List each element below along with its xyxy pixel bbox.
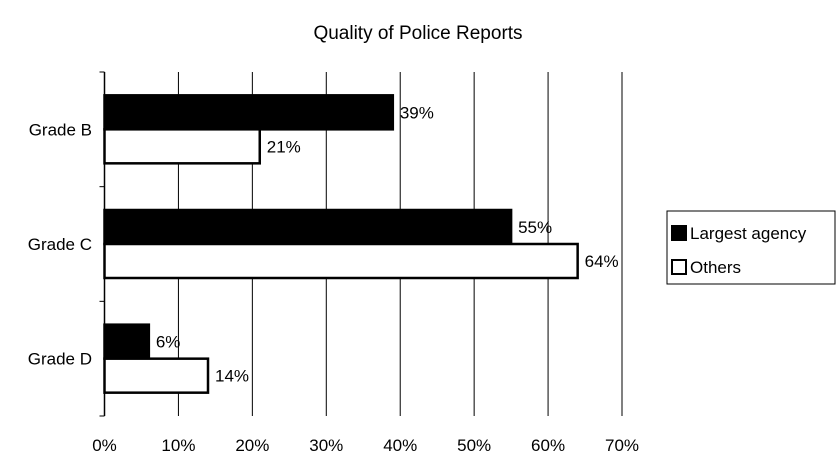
data-labels: 39% 21% 55% 64% 6% 14%	[156, 103, 619, 385]
x-tick-label: 40%	[383, 436, 417, 455]
bar	[103, 357, 210, 394]
legend-label: Others	[690, 258, 741, 277]
chart-title: Quality of Police Reports	[313, 23, 522, 44]
y-axis-ticks	[99, 71, 105, 417]
data-label: 21%	[267, 137, 301, 156]
bar	[103, 323, 151, 360]
legend-swatch	[671, 225, 687, 241]
bar	[103, 128, 261, 165]
bars	[103, 94, 579, 394]
x-tick-label: 60%	[531, 436, 565, 455]
bar	[103, 208, 513, 246]
legend: Largest agency Others	[666, 210, 836, 285]
data-label: 55%	[518, 218, 552, 237]
category-label: Grade D	[28, 350, 92, 369]
category-label: Grade C	[28, 235, 92, 254]
x-tick-label: 20%	[235, 436, 269, 455]
x-tick-label: 30%	[309, 436, 343, 455]
legend-swatch	[671, 259, 687, 275]
data-label: 14%	[215, 367, 249, 386]
data-label: 6%	[156, 333, 181, 352]
legend-label: Largest agency	[690, 224, 807, 243]
bar	[103, 94, 395, 131]
category-label: Grade B	[29, 120, 92, 139]
x-tick-label: 10%	[161, 436, 195, 455]
x-tick-labels: 0% 10% 20% 30% 40% 50% 60% 70%	[92, 436, 639, 455]
legend-border	[666, 210, 836, 285]
x-tick-label: 50%	[457, 436, 491, 455]
x-tick-label: 70%	[605, 436, 639, 455]
category-labels: Grade B Grade C Grade D	[28, 120, 92, 368]
bar	[103, 242, 579, 280]
data-label: 39%	[400, 103, 434, 122]
data-label: 64%	[585, 252, 619, 271]
x-tick-label: 0%	[92, 436, 117, 455]
